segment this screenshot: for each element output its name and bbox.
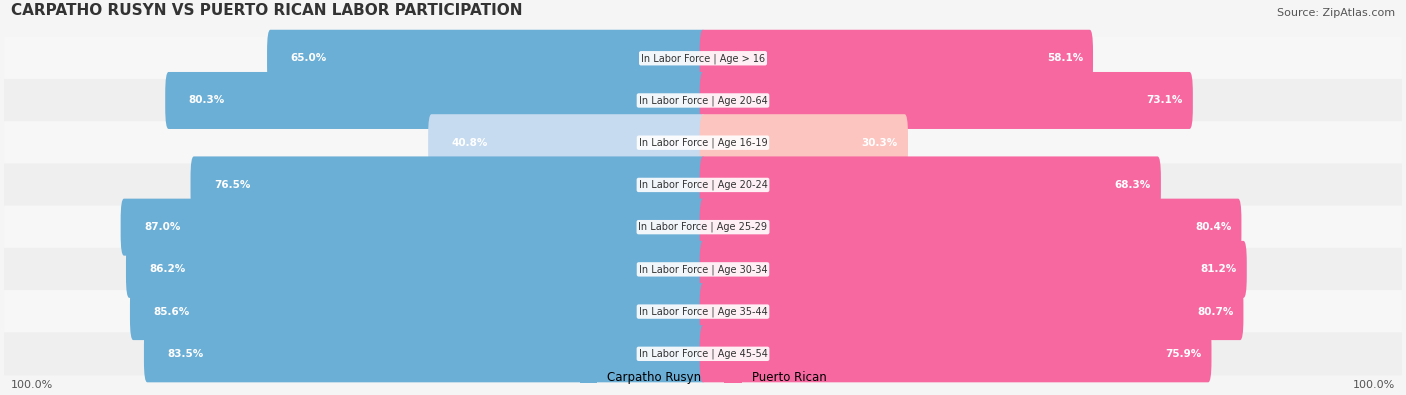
FancyBboxPatch shape: [4, 37, 1402, 80]
Text: 87.0%: 87.0%: [143, 222, 180, 232]
Text: Source: ZipAtlas.com: Source: ZipAtlas.com: [1277, 8, 1395, 18]
Text: 76.5%: 76.5%: [214, 180, 250, 190]
Text: 68.3%: 68.3%: [1115, 180, 1152, 190]
Text: 80.3%: 80.3%: [188, 96, 225, 105]
FancyBboxPatch shape: [4, 332, 1402, 375]
FancyBboxPatch shape: [4, 121, 1402, 164]
Text: In Labor Force | Age 25-29: In Labor Force | Age 25-29: [638, 222, 768, 232]
FancyBboxPatch shape: [700, 30, 1092, 87]
Text: 81.2%: 81.2%: [1201, 264, 1237, 275]
Text: 58.1%: 58.1%: [1047, 53, 1083, 63]
Text: 100.0%: 100.0%: [11, 380, 53, 391]
Text: CARPATHO RUSYN VS PUERTO RICAN LABOR PARTICIPATION: CARPATHO RUSYN VS PUERTO RICAN LABOR PAR…: [11, 3, 522, 18]
FancyBboxPatch shape: [700, 199, 1241, 256]
FancyBboxPatch shape: [700, 241, 1247, 298]
FancyBboxPatch shape: [4, 290, 1402, 333]
Text: In Labor Force | Age 35-44: In Labor Force | Age 35-44: [638, 307, 768, 317]
FancyBboxPatch shape: [4, 164, 1402, 207]
Text: 30.3%: 30.3%: [862, 138, 898, 148]
Text: In Labor Force | Age 16-19: In Labor Force | Age 16-19: [638, 137, 768, 148]
Legend: Carpatho Rusyn, Puerto Rican: Carpatho Rusyn, Puerto Rican: [575, 367, 831, 389]
FancyBboxPatch shape: [191, 156, 706, 213]
Text: 85.6%: 85.6%: [153, 307, 190, 317]
FancyBboxPatch shape: [143, 325, 706, 382]
FancyBboxPatch shape: [4, 248, 1402, 291]
FancyBboxPatch shape: [700, 114, 908, 171]
Text: In Labor Force | Age 20-24: In Labor Force | Age 20-24: [638, 180, 768, 190]
Text: 86.2%: 86.2%: [149, 264, 186, 275]
Text: 80.7%: 80.7%: [1197, 307, 1233, 317]
Text: 75.9%: 75.9%: [1166, 349, 1202, 359]
Text: In Labor Force | Age 30-34: In Labor Force | Age 30-34: [638, 264, 768, 275]
FancyBboxPatch shape: [427, 114, 706, 171]
FancyBboxPatch shape: [166, 72, 706, 129]
FancyBboxPatch shape: [4, 79, 1402, 122]
FancyBboxPatch shape: [121, 199, 706, 256]
Text: In Labor Force | Age 20-64: In Labor Force | Age 20-64: [638, 95, 768, 106]
Text: 65.0%: 65.0%: [291, 53, 326, 63]
FancyBboxPatch shape: [4, 206, 1402, 249]
FancyBboxPatch shape: [129, 283, 706, 340]
Text: In Labor Force | Age > 16: In Labor Force | Age > 16: [641, 53, 765, 64]
Text: 73.1%: 73.1%: [1146, 96, 1182, 105]
Text: 100.0%: 100.0%: [1353, 380, 1395, 391]
Text: In Labor Force | Age 45-54: In Labor Force | Age 45-54: [638, 348, 768, 359]
Text: 80.4%: 80.4%: [1195, 222, 1232, 232]
Text: 40.8%: 40.8%: [451, 138, 488, 148]
FancyBboxPatch shape: [700, 72, 1192, 129]
FancyBboxPatch shape: [127, 241, 706, 298]
Text: 83.5%: 83.5%: [167, 349, 204, 359]
FancyBboxPatch shape: [700, 325, 1212, 382]
FancyBboxPatch shape: [267, 30, 706, 87]
FancyBboxPatch shape: [700, 156, 1161, 213]
FancyBboxPatch shape: [700, 283, 1243, 340]
